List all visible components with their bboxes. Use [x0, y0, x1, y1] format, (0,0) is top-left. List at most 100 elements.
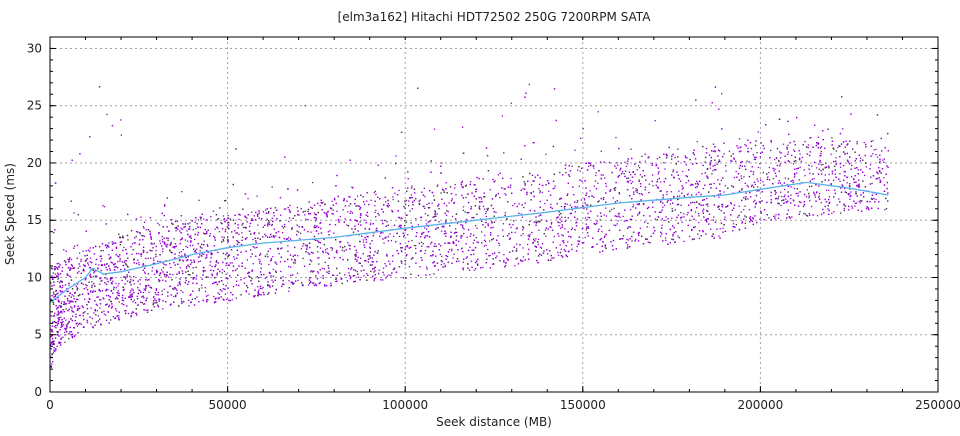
scatter-point	[643, 215, 644, 216]
scatter-point	[250, 249, 251, 250]
scatter-point	[242, 237, 243, 238]
scatter-point	[873, 149, 874, 150]
scatter-point	[667, 201, 668, 202]
scatter-point	[473, 235, 474, 236]
scatter-point	[533, 191, 534, 192]
scatter-point	[475, 205, 476, 206]
scatter-point	[474, 196, 475, 197]
scatter-point	[147, 280, 148, 281]
scatter-point	[146, 285, 147, 286]
scatter-point	[87, 313, 88, 314]
scatter-point	[512, 205, 513, 206]
scatter-point	[475, 247, 476, 248]
scatter-point	[355, 254, 356, 255]
scatter-point	[571, 249, 572, 250]
scatter-point	[707, 205, 708, 206]
scatter-point	[411, 222, 412, 223]
scatter-point	[154, 274, 155, 275]
scatter-point	[638, 165, 639, 166]
scatter-point	[785, 199, 786, 200]
scatter-point	[74, 336, 75, 337]
scatter-point	[427, 246, 428, 247]
scatter-point	[136, 263, 137, 264]
scatter-point	[597, 220, 598, 221]
scatter-point	[183, 249, 184, 250]
scatter-point	[73, 212, 74, 213]
scatter-point	[706, 148, 707, 149]
scatter-point	[375, 194, 376, 195]
scatter-point	[529, 173, 530, 174]
scatter-point	[419, 243, 420, 244]
scatter-point	[652, 207, 653, 208]
scatter-point	[60, 317, 61, 318]
scatter-point	[101, 270, 102, 271]
scatter-point	[218, 218, 219, 219]
scatter-point	[70, 327, 71, 328]
scatter-point	[159, 240, 160, 241]
scatter-point	[675, 157, 676, 158]
scatter-point	[441, 256, 442, 257]
scatter-point	[241, 224, 242, 225]
scatter-point	[842, 128, 843, 129]
scatter-point	[596, 172, 597, 173]
scatter-point	[197, 223, 198, 224]
scatter-point	[408, 241, 409, 242]
scatter-point	[486, 211, 487, 212]
scatter-point	[521, 235, 522, 236]
scatter-point	[131, 288, 132, 289]
scatter-point	[200, 261, 201, 262]
scatter-point	[250, 256, 251, 257]
scatter-point	[196, 296, 197, 297]
scatter-point	[73, 295, 74, 296]
scatter-point	[55, 327, 56, 328]
scatter-point	[530, 210, 531, 211]
scatter-point	[818, 185, 819, 186]
scatter-point	[628, 178, 629, 179]
scatter-point	[603, 199, 604, 200]
scatter-point	[370, 248, 371, 249]
scatter-point	[219, 281, 220, 282]
scatter-point	[375, 210, 376, 211]
scatter-point	[639, 167, 640, 168]
scatter-point	[196, 249, 197, 250]
scatter-point	[486, 245, 487, 246]
scatter-point	[465, 222, 466, 223]
scatter-point	[409, 210, 410, 211]
scatter-point	[683, 241, 684, 242]
scatter-point	[333, 233, 334, 234]
scatter-point	[681, 205, 682, 206]
scatter-point	[729, 151, 730, 152]
scatter-point	[153, 257, 154, 258]
scatter-point	[77, 310, 78, 311]
scatter-point	[175, 221, 176, 222]
scatter-point	[320, 205, 321, 206]
scatter-point	[437, 184, 438, 185]
scatter-point	[87, 320, 88, 321]
scatter-point	[799, 211, 800, 212]
scatter-point	[383, 274, 384, 275]
scatter-point	[182, 237, 183, 238]
scatter-point	[272, 256, 273, 257]
scatter-point	[682, 171, 683, 172]
scatter-point	[689, 236, 690, 237]
scatter-point	[112, 262, 113, 263]
scatter-point	[423, 243, 424, 244]
scatter-point	[137, 296, 138, 297]
scatter-point	[455, 184, 456, 185]
scatter-point	[554, 185, 555, 186]
scatter-point	[778, 183, 779, 184]
scatter-point	[754, 200, 755, 201]
scatter-point	[62, 337, 63, 338]
scatter-point	[73, 311, 74, 312]
scatter-point	[235, 232, 236, 233]
scatter-point	[66, 251, 67, 252]
scatter-point	[105, 267, 106, 268]
scatter-point	[710, 229, 711, 230]
scatter-point	[445, 188, 446, 189]
scatter-point	[632, 187, 633, 188]
scatter-point	[671, 218, 672, 219]
scatter-point	[626, 239, 627, 240]
scatter-point	[179, 252, 180, 253]
scatter-point	[77, 245, 78, 246]
scatter-point	[846, 177, 847, 178]
